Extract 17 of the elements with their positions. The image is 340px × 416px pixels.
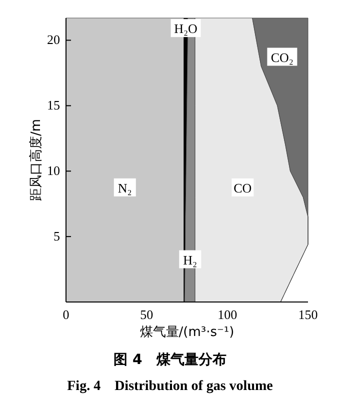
y-tick-label: 5 [54,228,60,244]
x-tick-label: 150 [298,307,318,322]
y-tick-label: 15 [47,98,60,113]
x-axis-title: 煤气量/(m³·s⁻¹) [140,325,234,340]
text: Fig. 4 Distribution of gas volume [67,379,273,394]
y-tick-label: 10 [47,163,60,178]
series-label: H₂ [183,252,198,268]
series-label: N₂ [118,180,132,196]
series-label: CO₂ [270,50,294,65]
y-axis-title: 距风口高度/m [28,118,44,202]
series-label: CO [234,180,252,196]
y-tick-label: 20 [47,32,60,48]
series-label: H₂O [174,21,198,36]
x-tick-label: 50 [140,307,154,322]
x-tick-label: 0 [62,307,70,322]
x-tick-label: 100 [218,307,238,322]
text: 图 4 煤气量分布 [114,352,226,368]
